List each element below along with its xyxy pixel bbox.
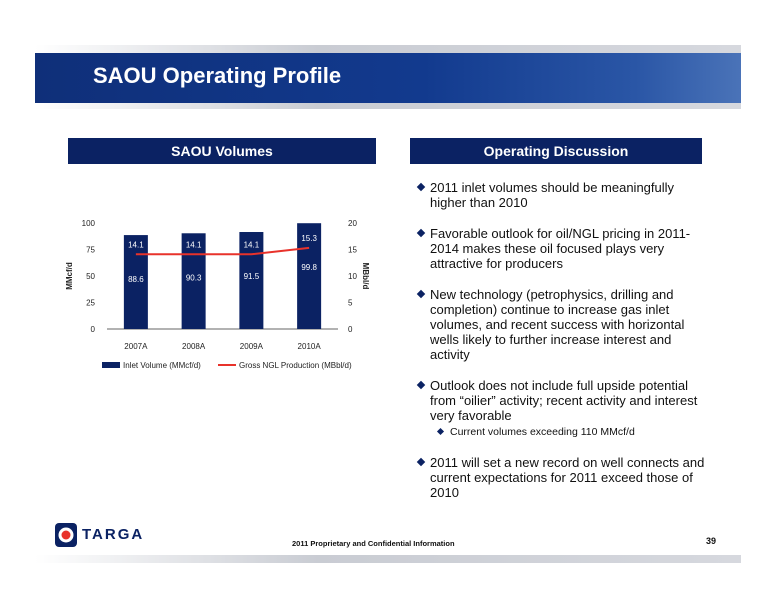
y-tick-label: 0: [91, 325, 96, 334]
y2-tick-label: 0: [348, 325, 353, 334]
logo-text: TARGA: [82, 526, 145, 543]
bullet-item: 2011 inlet volumes should be meaningfull…: [416, 180, 708, 210]
x-tick-label: 2007A: [124, 342, 148, 351]
discussion-bullets: 2011 inlet volumes should be meaningfull…: [416, 180, 708, 516]
volumes-heading: SAOU Volumes: [68, 138, 376, 164]
ngl-production-line: [135, 246, 310, 256]
y-tick-label: 25: [86, 299, 95, 308]
sub-bullet-diamond-icon: [436, 427, 445, 436]
bottom-stripe: [35, 555, 741, 563]
bullet-diamond-icon: [416, 289, 426, 299]
page-number: 39: [706, 536, 717, 546]
targa-logo-icon: [55, 523, 77, 547]
bullet-text: 2011 inlet volumes should be meaningfull…: [430, 180, 675, 210]
volumes-chart: 0 25 50 75 100 0 5 10 15 20 MMcf/d MBbl/d 88.6 14.1 20…: [65, 219, 370, 370]
line-value-label: 15.3: [301, 234, 317, 243]
bullet-item: New technology (petrophysics, drilling a…: [416, 287, 708, 362]
title-banner: SAOU Operating Profile: [35, 53, 741, 103]
line-value-label: 14.1: [128, 240, 144, 249]
bullet-diamond-icon: [416, 457, 426, 467]
bar: [123, 235, 148, 329]
y-tick-label: 50: [86, 272, 95, 281]
y2-tick-label: 20: [348, 219, 357, 228]
bar: [297, 223, 322, 329]
banner-underline: [35, 103, 741, 109]
y2-tick-label: 15: [348, 246, 357, 255]
bullet-item: Outlook does not include full upside pot…: [416, 378, 708, 439]
legend-label-inlet: Inlet Volume (MMcf/d): [123, 361, 201, 370]
bullet-item: Favorable outlook for oil/NGL pricing in…: [416, 226, 708, 271]
bar: [181, 233, 206, 329]
bullet-diamond-icon: [416, 182, 426, 192]
bullet-diamond-icon: [416, 228, 426, 238]
y2-tick-label: 10: [348, 272, 357, 281]
y2-tick-label: 5: [348, 299, 353, 308]
bullet-text: Favorable outlook for oil/NGL pricing in…: [430, 226, 691, 271]
bullet-item: 2011 will set a new record on well conne…: [416, 455, 708, 500]
y-axis-label: MMcf/d: [65, 262, 74, 290]
bar-value-label: 91.5: [244, 272, 260, 281]
bullet-text: New technology (petrophysics, drilling a…: [430, 287, 685, 362]
bullet-text: 2011 will set a new record on well conne…: [430, 455, 705, 500]
y-tick-label: 100: [82, 219, 96, 228]
bullet-text: Outlook does not include full upside pot…: [430, 378, 698, 423]
legend-swatch-inlet: [102, 362, 120, 368]
y2-axis-label: MBbl/d: [361, 263, 370, 290]
bar: [239, 232, 264, 329]
bullet-diamond-icon: [416, 380, 426, 390]
y-tick-label: 75: [86, 246, 95, 255]
sub-bullet-text: Current volumes exceeding 110 MMcf/d: [450, 426, 635, 438]
x-tick-label: 2010A: [298, 342, 322, 351]
page-title: SAOU Operating Profile: [93, 63, 342, 88]
line-value-label: 14.1: [244, 240, 260, 249]
bar-value-label: 90.3: [186, 273, 202, 282]
top-stripe: [35, 45, 741, 53]
bar-value-label: 88.6: [128, 275, 144, 284]
sub-bullet-item: Current volumes exceeding 110 MMcf/d: [430, 426, 708, 439]
x-tick-label: 2008A: [182, 342, 206, 351]
discussion-heading: Operating Discussion: [410, 138, 702, 164]
footer-text: 2011 Proprietary and Confidential Inform…: [292, 539, 455, 548]
line-value-label: 14.1: [186, 240, 202, 249]
bar-value-label: 99.8: [301, 263, 317, 272]
x-tick-label: 2009A: [240, 342, 264, 351]
legend-label-ngl: Gross NGL Production (MBbl/d): [239, 361, 352, 370]
